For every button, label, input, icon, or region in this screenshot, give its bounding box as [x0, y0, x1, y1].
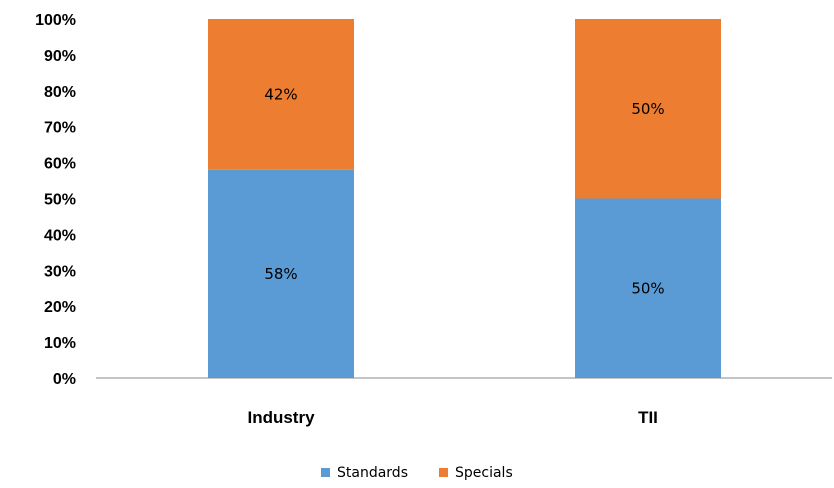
y-tick-label: 90% — [44, 48, 76, 65]
data-label-specials-industry: 42% — [264, 85, 297, 103]
legend-swatch-specials — [439, 468, 448, 477]
y-tick-label: 70% — [44, 120, 76, 137]
y-tick-label: 80% — [44, 84, 76, 101]
y-tick-label: 30% — [44, 263, 76, 280]
y-tick-label: 20% — [44, 299, 76, 316]
data-label-standards-tii: 50% — [631, 279, 664, 297]
bar-standards-industry — [208, 169, 354, 378]
bar-specials-tii — [575, 19, 721, 199]
bar-specials-industry — [208, 19, 354, 170]
bar-standards-tii — [575, 198, 721, 378]
x-category-label: Industry — [247, 408, 315, 427]
x-category-label: TII — [638, 408, 658, 427]
y-tick-label: 40% — [44, 227, 76, 244]
legend-label-standards: Standards — [337, 465, 408, 481]
data-label-standards-industry: 58% — [264, 265, 297, 283]
y-tick-label: 100% — [35, 12, 76, 29]
data-labels: 58% 42% 50% 50% — [264, 85, 664, 297]
legend-swatch-standards — [321, 468, 330, 477]
y-axis: 0% 10% 20% 30% 40% 50% 60% 70% 80% 90% 100% — [35, 12, 76, 388]
x-axis: Industry TII — [247, 408, 657, 427]
data-label-specials-tii: 50% — [631, 100, 664, 118]
legend-label-specials: Specials — [455, 465, 513, 481]
y-tick-label: 0% — [53, 371, 76, 388]
legend: Standards Specials — [321, 465, 513, 481]
y-tick-label: 60% — [44, 156, 76, 173]
y-tick-label: 50% — [44, 192, 76, 209]
bars — [208, 19, 721, 378]
y-tick-label: 10% — [44, 335, 76, 352]
